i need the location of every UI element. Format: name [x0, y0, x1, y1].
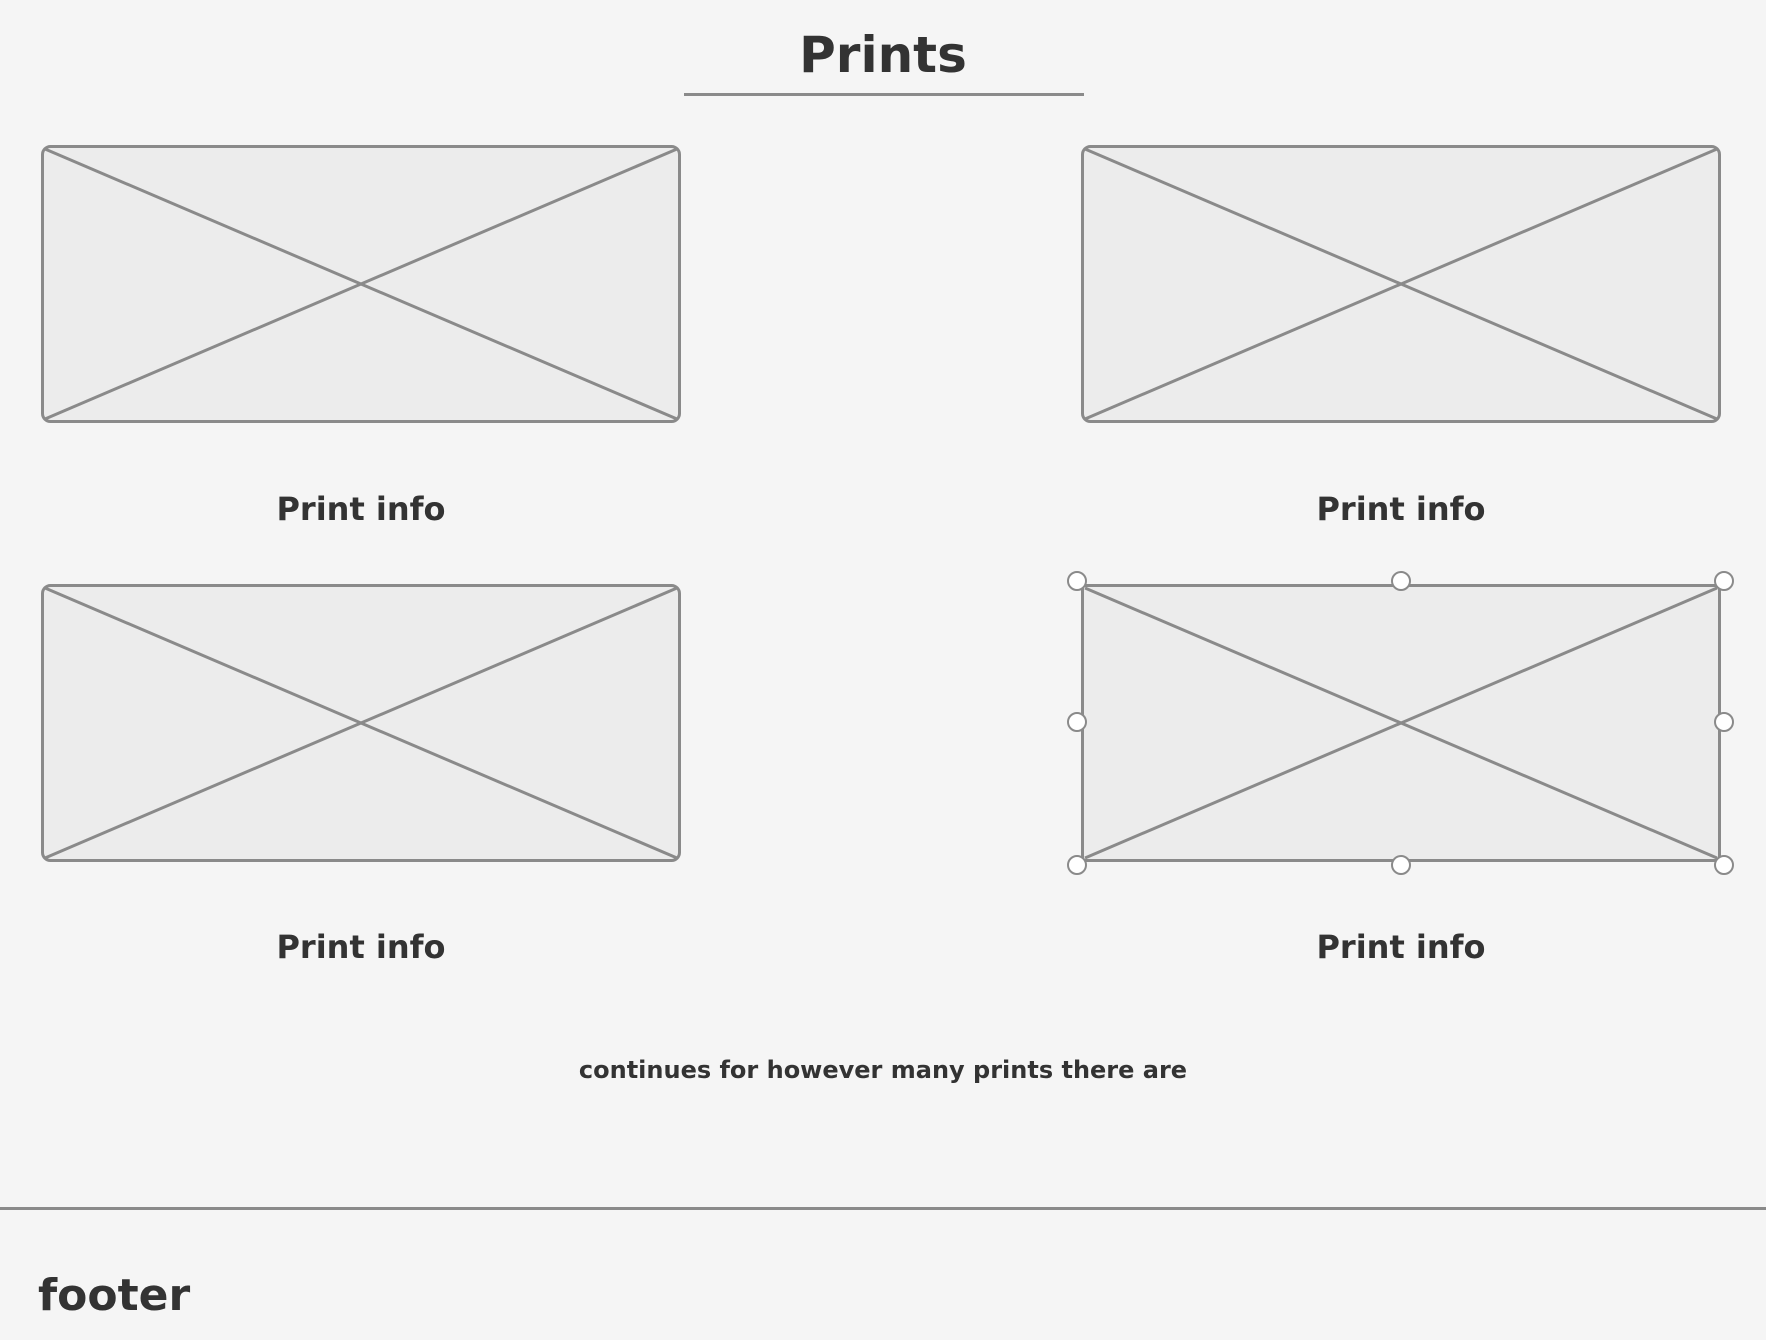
footer-label: footer: [38, 1270, 191, 1321]
resize-handle-top: [1391, 571, 1411, 591]
selection-handles[interactable]: [1066, 570, 1736, 880]
print-image-placeholder[interactable]: [41, 584, 681, 862]
footer-divider: [0, 1207, 1766, 1210]
print-info-label: Print info: [1316, 490, 1486, 528]
page-title: Prints: [799, 26, 967, 84]
resize-handle-bottom-right: [1714, 855, 1734, 875]
print-image-placeholder-selected[interactable]: [1081, 584, 1721, 862]
print-image-placeholder[interactable]: [41, 145, 681, 423]
resize-handle-bottom-left: [1067, 855, 1087, 875]
resize-handle-top-right: [1714, 571, 1734, 591]
image-placeholder-icon: [1081, 145, 1721, 423]
resize-handle-left: [1067, 712, 1087, 732]
resize-handle-bottom: [1391, 855, 1411, 875]
resize-handle-right: [1714, 712, 1734, 732]
image-placeholder-icon: [41, 145, 681, 423]
print-info-label: Print info: [276, 928, 446, 966]
image-placeholder-icon: [1081, 584, 1721, 862]
title-underline: [684, 93, 1084, 96]
print-image-placeholder[interactable]: [1081, 145, 1721, 423]
print-info-label: Print info: [1316, 928, 1486, 966]
print-info-label: Print info: [276, 490, 446, 528]
resize-handle-top-left: [1067, 571, 1087, 591]
continuation-note: continues for however many prints there …: [578, 1056, 1188, 1084]
image-placeholder-icon: [41, 584, 681, 862]
